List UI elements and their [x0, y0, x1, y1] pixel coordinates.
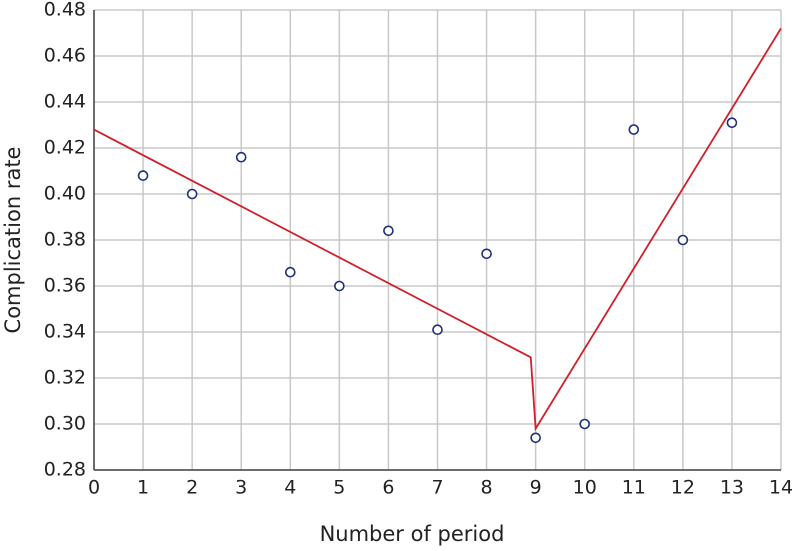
x-tick-label: 5 [333, 477, 345, 499]
data-point [334, 280, 345, 292]
x-tick-label: 3 [235, 477, 247, 499]
x-tick-label: 0 [88, 477, 100, 499]
y-tick-label: 0.34 [44, 321, 86, 343]
x-tick-label: 9 [530, 477, 542, 499]
data-point [677, 234, 689, 246]
data-point [235, 151, 247, 163]
y-tick-label: 0.48 [44, 0, 86, 21]
data-point [481, 248, 492, 260]
y-tick-label: 0.46 [44, 45, 86, 67]
y-axis-label: Complication rate [1, 147, 25, 334]
y-tick-label: 0.28 [44, 459, 86, 481]
data-point [726, 117, 738, 128]
x-tick-label: 2 [186, 477, 198, 499]
y-tick-label: 0.36 [44, 275, 86, 297]
data-point [579, 418, 591, 430]
y-tick-label: 0.30 [44, 413, 86, 435]
x-tick-label: 4 [284, 477, 296, 499]
x-axis-label: Number of period [320, 522, 505, 546]
x-tick-label: 11 [622, 477, 646, 499]
data-point [432, 324, 443, 336]
y-tick-label: 0.44 [44, 91, 86, 113]
y-tick-label: 0.32 [44, 367, 86, 389]
x-tick-label: 1 [137, 477, 149, 499]
x-tick-label: 6 [382, 477, 394, 499]
x-tick-label: 12 [671, 477, 695, 499]
data-point [530, 432, 541, 444]
y-tick-label: 0.40 [44, 183, 86, 205]
x-tick-label: 7 [431, 477, 443, 499]
data-point [186, 188, 198, 200]
x-tick-label: 14 [769, 477, 793, 499]
y-tick-label: 0.42 [44, 137, 86, 159]
data-point [383, 225, 394, 237]
trend-line [93, 27, 782, 432]
data-point [628, 124, 640, 135]
y-tick-label: 0.38 [44, 229, 86, 251]
x-tick-label: 10 [573, 477, 597, 499]
data-point [284, 266, 296, 278]
data-point [137, 170, 149, 181]
x-tick-label: 8 [481, 477, 493, 499]
x-tick-label: 13 [720, 477, 744, 499]
